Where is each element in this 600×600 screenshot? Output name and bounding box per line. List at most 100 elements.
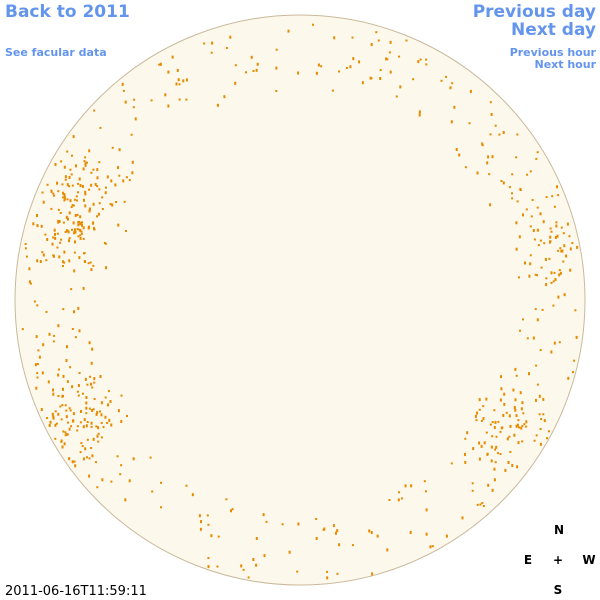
facular-point — [63, 261, 66, 264]
compass-north: N — [554, 523, 564, 537]
facular-point — [563, 244, 566, 248]
back-link[interactable]: Back to 2011 — [5, 2, 130, 22]
facular-point — [59, 241, 62, 244]
facular-point — [191, 493, 194, 497]
facular-point — [94, 182, 97, 186]
facular-point — [185, 484, 188, 487]
facular-point — [562, 260, 565, 263]
facular-point — [81, 221, 84, 224]
facular-point — [70, 288, 73, 291]
facular-point — [275, 48, 278, 51]
facular-point — [395, 95, 398, 98]
previous-hour-link[interactable]: Previous hour — [510, 46, 597, 59]
facular-link[interactable]: See facular data — [5, 46, 107, 59]
facular-point — [485, 431, 488, 434]
facular-point — [499, 453, 502, 455]
facular-point — [37, 349, 40, 352]
facular-point — [450, 120, 453, 124]
facular-point — [531, 199, 534, 201]
facular-point — [494, 420, 497, 424]
facular-point — [73, 310, 75, 314]
facular-point — [119, 473, 122, 476]
facular-point — [50, 207, 53, 210]
facular-point — [554, 278, 557, 281]
facular-point — [120, 464, 123, 467]
facular-point — [128, 179, 131, 182]
facular-point — [562, 232, 565, 235]
facular-point — [71, 184, 74, 187]
facular-point — [349, 65, 352, 69]
facular-point — [540, 418, 543, 421]
facular-point — [499, 430, 502, 433]
facular-point — [151, 490, 154, 493]
next-day-link[interactable]: Next day — [511, 20, 596, 40]
facular-point — [36, 224, 39, 228]
facular-point — [87, 262, 90, 265]
facular-point — [50, 191, 53, 193]
facular-point — [65, 433, 68, 436]
facular-point — [493, 467, 496, 471]
facular-point — [560, 249, 563, 253]
facular-point — [99, 375, 102, 378]
facular-point — [370, 531, 373, 534]
facular-point — [530, 215, 533, 218]
facular-point — [36, 304, 39, 307]
facular-point — [88, 209, 91, 213]
facular-point — [494, 448, 497, 451]
previous-day-link[interactable]: Previous day — [473, 2, 596, 22]
facular-point — [476, 503, 479, 506]
facular-point — [494, 461, 497, 464]
facular-point — [89, 375, 91, 378]
facular-point — [62, 395, 64, 398]
facular-point — [80, 410, 82, 413]
facular-point — [332, 524, 335, 528]
facular-point — [482, 417, 485, 421]
facular-point — [61, 404, 64, 407]
facular-point — [511, 197, 514, 200]
facular-point — [68, 185, 71, 188]
facular-point — [389, 70, 392, 74]
facular-point — [252, 70, 255, 72]
facular-point — [471, 482, 474, 485]
facular-point — [68, 407, 71, 410]
facular-point — [79, 451, 82, 454]
facular-point — [511, 192, 513, 195]
facular-point — [57, 190, 60, 193]
facular-point — [207, 523, 210, 526]
facular-point — [90, 361, 93, 365]
facular-point — [78, 329, 81, 333]
facular-point — [82, 286, 85, 290]
facular-point — [207, 557, 210, 559]
facular-point — [62, 191, 65, 195]
facular-point — [331, 89, 334, 92]
facular-point — [71, 460, 74, 464]
facular-point — [550, 350, 553, 354]
facular-point — [41, 191, 44, 194]
facular-point — [502, 181, 505, 185]
facular-point — [21, 328, 24, 331]
facular-point — [520, 426, 523, 430]
facular-point — [525, 425, 528, 428]
facular-point — [53, 228, 56, 232]
facular-point — [185, 98, 188, 101]
facular-point — [68, 239, 70, 243]
facular-point — [62, 196, 65, 199]
facular-point — [120, 394, 123, 397]
facular-point — [338, 543, 341, 547]
facular-point — [502, 413, 505, 417]
facular-point — [167, 104, 170, 108]
facular-point — [397, 498, 400, 502]
facular-point — [164, 93, 167, 97]
facular-point — [482, 405, 485, 408]
facular-point — [46, 183, 49, 186]
facular-point — [93, 398, 96, 400]
facular-point — [65, 415, 68, 419]
facular-point — [557, 194, 560, 197]
next-hour-link[interactable]: Next hour — [535, 58, 597, 71]
facular-point — [511, 173, 514, 176]
facular-point — [544, 258, 547, 261]
facular-point — [398, 491, 401, 494]
facular-point — [57, 208, 60, 211]
facular-point — [132, 457, 135, 461]
facular-point — [388, 51, 391, 54]
